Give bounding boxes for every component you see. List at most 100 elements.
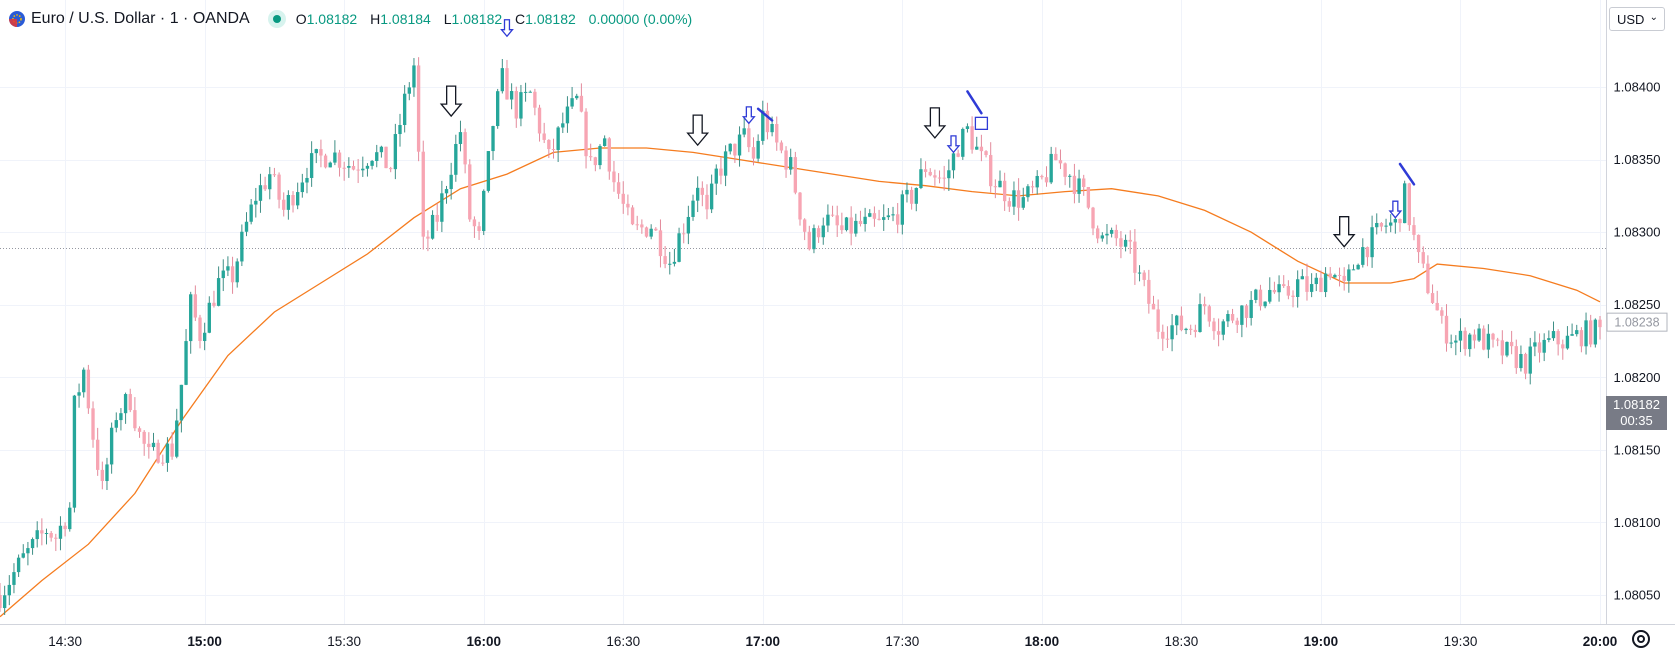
candle-body xyxy=(1133,241,1137,273)
candle-body xyxy=(96,439,100,470)
candle-body xyxy=(1184,328,1188,331)
candle-body xyxy=(426,236,430,239)
blue-square-marker[interactable] xyxy=(974,116,989,130)
black-down-arrow-icon[interactable] xyxy=(439,85,463,118)
candle-body xyxy=(184,341,188,385)
candle-body xyxy=(1040,175,1044,178)
time-axis[interactable]: 14:30 15:00 15:30 16:00 16:30 17:00 17:30 18:00… xyxy=(48,634,1617,649)
currency-selector[interactable]: USD ⌄ xyxy=(1609,7,1665,31)
candle-body xyxy=(286,194,291,210)
candle-body xyxy=(1202,304,1207,307)
candle-body xyxy=(919,169,923,188)
candle-body xyxy=(784,150,788,170)
price-axis-label: 1.08050 xyxy=(1614,587,1661,602)
candle-body xyxy=(1277,284,1281,293)
candle-body xyxy=(300,182,304,193)
candle-body xyxy=(556,127,560,150)
candle-body xyxy=(268,174,272,190)
candle-body xyxy=(635,224,639,226)
black-down-arrow-icon[interactable] xyxy=(1332,216,1356,248)
settings-gear-icon[interactable] xyxy=(1632,630,1650,648)
moving-average-path xyxy=(0,147,1601,618)
candle-body xyxy=(830,214,835,216)
time-axis-label: 15:30 xyxy=(327,634,361,649)
candle-body xyxy=(1114,229,1118,239)
candle-body xyxy=(1342,275,1346,281)
candle-body xyxy=(1435,302,1439,311)
blue-down-arrow-icon[interactable] xyxy=(1388,200,1403,219)
market-status-icon[interactable] xyxy=(267,10,286,28)
candle-body xyxy=(747,128,751,148)
candle-body xyxy=(82,369,86,393)
blue-down-arrow-icon[interactable] xyxy=(946,135,961,154)
candle-body xyxy=(361,168,365,171)
candle-body xyxy=(407,87,411,94)
candle-body xyxy=(649,228,653,237)
candle-body xyxy=(700,187,704,195)
candle-body xyxy=(802,219,807,232)
candle-body xyxy=(291,194,295,206)
candle-body xyxy=(1533,342,1537,347)
reference-price-label-box: 1.08238 xyxy=(1606,312,1668,332)
close-label: C xyxy=(515,11,526,27)
blue-trend-line[interactable] xyxy=(966,90,983,115)
candle-body xyxy=(226,266,230,271)
price-axis-label: 1.08350 xyxy=(1614,152,1661,167)
symbol-title[interactable]: Euro / U.S. Dollar · 1 · OANDA xyxy=(31,10,250,27)
candle-body xyxy=(965,126,970,129)
candle-body xyxy=(1412,225,1416,235)
candle-body xyxy=(505,68,509,100)
close-value: 1.08182 xyxy=(525,11,576,27)
candle-body xyxy=(598,145,602,166)
chevron-down-icon: ⌄ xyxy=(1649,12,1658,23)
candle-body xyxy=(63,525,67,530)
candle-body xyxy=(1054,153,1058,161)
candle-body xyxy=(235,261,239,283)
candle-body xyxy=(807,231,811,250)
candle-body xyxy=(1049,153,1053,183)
candle-body xyxy=(537,107,542,134)
time-axis-label: 19:00 xyxy=(1304,634,1339,649)
candle-body xyxy=(1309,284,1314,292)
candle-body xyxy=(123,394,128,414)
blue-down-arrow-icon[interactable] xyxy=(741,106,756,125)
blue-trend-line[interactable] xyxy=(1398,162,1416,186)
candle-body xyxy=(58,525,63,539)
high-label: H xyxy=(370,11,381,27)
candle-body xyxy=(696,187,700,201)
candle-body xyxy=(1537,342,1542,353)
black-down-arrow-icon[interactable] xyxy=(923,107,947,139)
candle-body xyxy=(151,442,156,448)
candle-body xyxy=(309,153,314,178)
candle-body xyxy=(561,123,565,128)
candle-body xyxy=(68,507,72,530)
candle-body xyxy=(35,530,39,540)
candle-body xyxy=(1123,239,1128,247)
price-axis[interactable]: 1.08400 1.08350 1.08300 1.08250 1.08200 1.081… xyxy=(1614,80,1661,603)
candle-body xyxy=(682,233,686,235)
candle-body xyxy=(1165,338,1170,340)
candle-body xyxy=(761,110,765,141)
black-down-arrow-icon[interactable] xyxy=(686,114,710,147)
candle-body xyxy=(221,270,225,279)
candle-body xyxy=(979,146,984,152)
blue-down-arrow-icon[interactable] xyxy=(500,19,514,38)
candle-body xyxy=(1519,353,1523,369)
candlestick-series xyxy=(0,57,1602,615)
candle-body xyxy=(1491,333,1495,340)
price-axis-label: 1.08400 xyxy=(1614,80,1661,95)
candle-body xyxy=(593,157,598,166)
annotation-markers[interactable] xyxy=(439,19,1416,248)
blue-trend-line[interactable] xyxy=(756,107,774,122)
candle-body xyxy=(198,317,202,342)
candle-body xyxy=(1319,277,1323,293)
candle-body xyxy=(1430,293,1435,303)
candle-body xyxy=(402,93,407,125)
candle-body xyxy=(1021,197,1025,208)
candle-body xyxy=(1291,295,1295,297)
candle-body xyxy=(1370,227,1374,258)
candle-body xyxy=(793,157,798,193)
candle-body xyxy=(575,95,579,99)
candle-body xyxy=(779,142,784,151)
